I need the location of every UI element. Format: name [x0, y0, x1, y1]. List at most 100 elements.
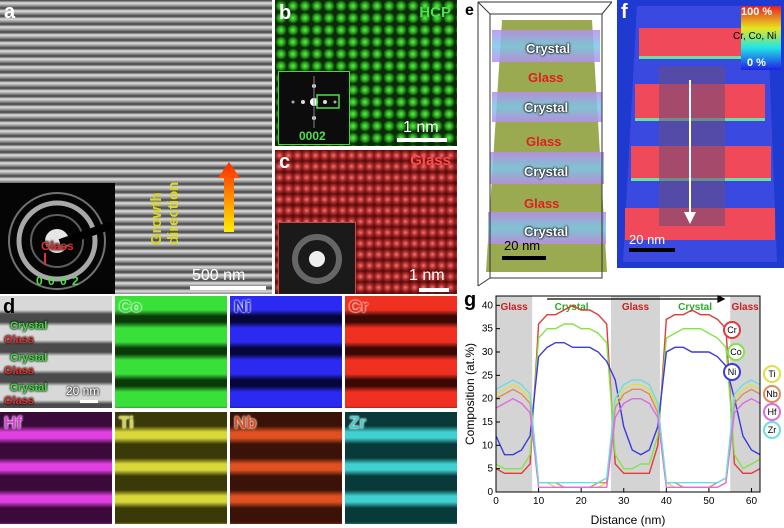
inset-index-label: 0 0 0 2: [36, 274, 80, 288]
panel-f-composition-map: f 100 % Cr, Co, Ni 0 % 20 nm: [617, 0, 784, 268]
fft-pattern: [291, 76, 340, 128]
panel-b-fft-inset: 0002: [278, 71, 350, 145]
eds-tile-nb: Nb: [230, 412, 342, 524]
panel-a-diffraction-inset: Glass 0 0 0 2: [0, 183, 115, 294]
diffraction-pattern: [8, 192, 114, 290]
panel-c-hrtem-image: c Glass 1 nm: [275, 150, 457, 294]
region-label-4: Glass: [731, 302, 759, 313]
legend-marker-ni: [723, 363, 741, 381]
haadf-tile: d Crystal Glass Crystal Glass Crystal Gl…: [0, 296, 112, 408]
x-axis-label: Distance (nm): [591, 513, 666, 527]
panel-e-scale-bar: [502, 256, 546, 260]
eds-label-co: Co: [119, 297, 142, 316]
y-axis-label: Composition (at.%): [463, 343, 477, 445]
eds-label-ti: Ti: [119, 413, 134, 432]
panel-d-scale-text: 20 nm: [66, 384, 100, 398]
panel-c-scale-text: 1 nm: [409, 267, 445, 284]
panel-g-composition-profile: g Glass Crystal Glass Crystal Glass 0 10 20 30 40…: [460, 288, 784, 528]
growth-direction-label: Growth direction: [148, 182, 182, 245]
panel-e-layer-5: Crystal: [524, 164, 569, 179]
panel-c-scale-bar: [419, 288, 449, 292]
legend-marker-co: [727, 343, 745, 361]
panel-d-layer-4: Glass: [4, 365, 34, 377]
x-tick-label-1: 10: [533, 496, 545, 507]
panel-c-glass-tag: Glass: [410, 152, 451, 169]
panel-d-eds-maps: d Crystal Glass Crystal Glass Crystal Gl…: [0, 296, 460, 528]
panel-a-tem-image: a Glass 0 0 0 2 Growth direction 500 nm: [0, 0, 272, 294]
panel-c-fft-inset: [278, 222, 356, 294]
panel-e-layer-7: Crystal: [524, 224, 569, 239]
region-label-0: Glass: [500, 302, 528, 313]
fft-index-label: 0002: [299, 129, 326, 143]
y-tick-label-2: 10: [482, 440, 494, 451]
panel-a-scale-text: 500 nm: [192, 267, 246, 284]
panel-e-label: e: [465, 2, 474, 19]
panel-e-layer-4: Glass: [526, 134, 562, 149]
y-tick-label-6: 30: [482, 347, 494, 358]
eds-tile-ti: Ti: [115, 412, 227, 524]
eds-label-nb: Nb: [234, 413, 257, 432]
panel-f-scale-bar: [629, 248, 675, 252]
y-tick-label-7: 35: [482, 324, 494, 335]
series-ni: [495, 341, 761, 456]
panel-e-scale-text: 20 nm: [504, 238, 541, 253]
panel-e-layer-2: Glass: [528, 70, 564, 85]
panel-d-layer-6: Glass: [4, 395, 34, 407]
region-label-3: Crystal: [678, 302, 712, 313]
panel-d-layer-3: Crystal: [10, 352, 48, 364]
x-tick-label-0: 0: [493, 496, 499, 507]
x-tick-label-6: 60: [746, 496, 758, 507]
legend-label-ni: Ni: [728, 367, 737, 377]
eds-label-ni: Ni: [234, 297, 251, 316]
apt-box: [477, 1, 612, 287]
profile-direction-arrow-head: [717, 295, 726, 303]
panel-f-legend-mid: Cr, Co, Ni: [733, 31, 777, 42]
panel-e-layer-3: Crystal: [524, 100, 569, 115]
eds-tile-cr: Cr: [345, 296, 457, 408]
legend-marker-nb: [763, 385, 781, 403]
legend-marker-ti: [763, 365, 781, 383]
growth-label-line2: direction: [165, 181, 182, 245]
legend-label-hf: Hf: [768, 407, 777, 417]
series-co: [495, 323, 761, 470]
panel-b-label: b: [279, 2, 292, 24]
legend-label-co: Co: [730, 347, 742, 357]
x-tick-label-3: 30: [618, 496, 630, 507]
panel-d-scale-bar: [80, 400, 98, 403]
panel-d-layer-2: Glass: [4, 334, 34, 346]
panel-b-hcp-tag: HCP: [419, 4, 451, 21]
x-tick-label-5: 50: [703, 496, 715, 507]
y-tick-label-1: 5: [487, 464, 493, 475]
eds-tile-ni: Ni: [230, 296, 342, 408]
growth-label-line1: Growth: [148, 192, 165, 246]
legend-label-nb: Nb: [766, 389, 778, 399]
y-tick-label-8: 40: [482, 300, 494, 311]
region-label-1: Crystal: [555, 302, 589, 313]
panel-b-hrtem-image: b HCP 0002 1 nm: [275, 0, 457, 146]
glass-region-0: [496, 296, 533, 492]
fft-halo-pattern: [292, 234, 342, 284]
panel-f-legend-min: 0 %: [747, 57, 766, 69]
panel-f-colorbar: [741, 6, 781, 70]
panel-d-layer-1: Crystal: [10, 320, 48, 332]
y-tick-label-5: 25: [482, 370, 494, 381]
legend-label-zr: Zr: [768, 425, 777, 435]
y-tick-label-0: 0: [487, 487, 493, 498]
series-hf: [495, 397, 761, 489]
inset-glass-label: Glass: [41, 239, 74, 253]
plot-frame: [495, 295, 761, 493]
panel-d-layer-5: Crystal: [10, 382, 48, 394]
panel-f-scale-text: 20 nm: [629, 232, 666, 247]
panel-g-label: g: [464, 289, 477, 311]
legend-label-cr: Cr: [727, 325, 737, 335]
legend-marker-hf: [763, 403, 781, 421]
y-tick-label-4: 20: [482, 394, 494, 405]
region-label-2: Glass: [622, 302, 650, 313]
panel-c-label: c: [279, 151, 291, 173]
panel-b-scale-bar: [397, 138, 447, 142]
x-tick-label-4: 40: [661, 496, 673, 507]
legend-marker-zr: [763, 421, 781, 439]
legend-marker-cr: [723, 321, 741, 339]
x-tick-label-2: 20: [576, 496, 588, 507]
